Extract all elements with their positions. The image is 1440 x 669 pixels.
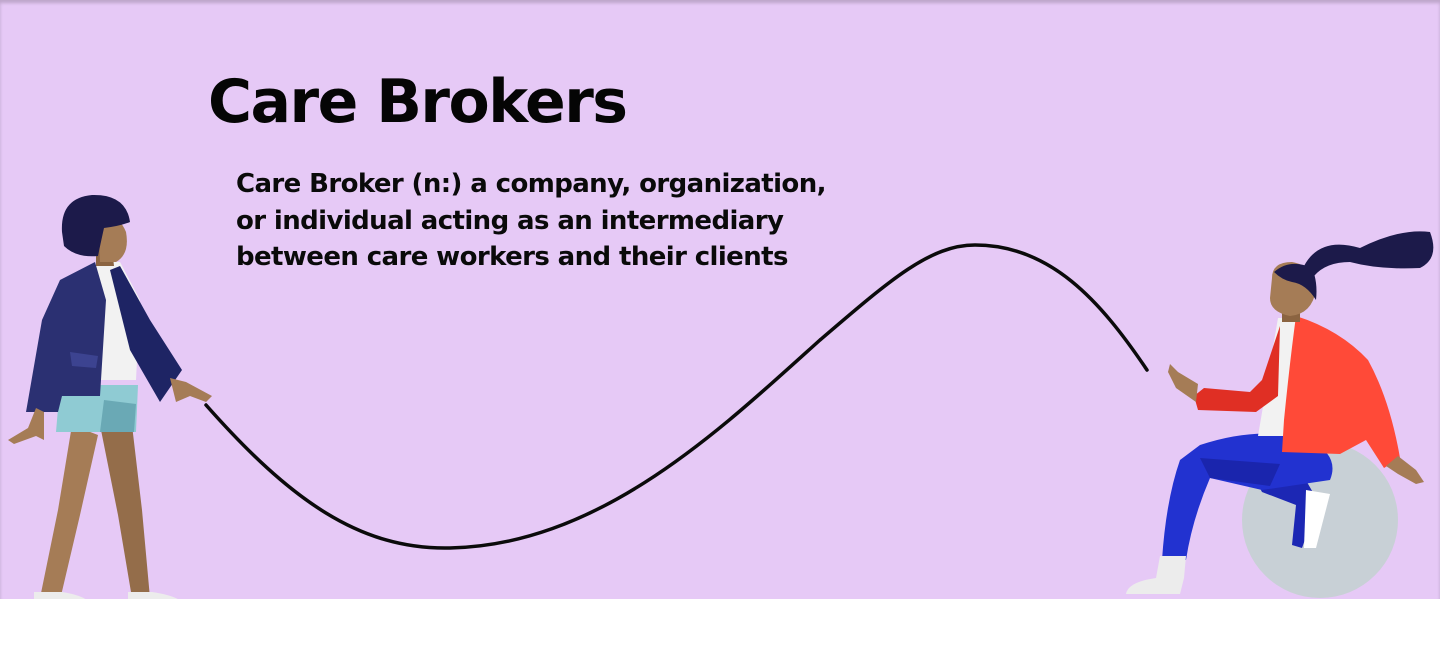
person-sitting-on-ball-illustration [1126, 231, 1434, 598]
definition-line-3: between care workers and their clients [236, 242, 788, 272]
rope-wave-icon [204, 243, 1149, 550]
definition-line-1: Care Broker (n:) a company, organization… [236, 169, 826, 199]
definition-text: Care Broker (n:) a company, organization… [236, 166, 856, 276]
illustration-scene [8, 194, 1434, 599]
person-standing-holding-rope-illustration [8, 194, 212, 599]
slide-canvas: Care Brokers Care Broker (n:) a company,… [0, 0, 1440, 599]
page-title: Care Brokers [208, 67, 628, 137]
definition-line-2: or individual acting as an intermediary [236, 205, 784, 236]
